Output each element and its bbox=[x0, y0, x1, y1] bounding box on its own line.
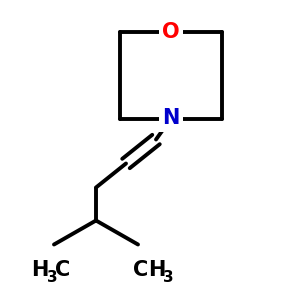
Text: 3: 3 bbox=[46, 270, 57, 285]
Text: H: H bbox=[148, 260, 165, 280]
Text: O: O bbox=[162, 22, 180, 41]
Text: 3: 3 bbox=[163, 270, 173, 285]
Text: H: H bbox=[32, 260, 49, 280]
Text: C: C bbox=[134, 260, 149, 280]
Text: C: C bbox=[56, 260, 71, 280]
Text: N: N bbox=[162, 109, 180, 128]
